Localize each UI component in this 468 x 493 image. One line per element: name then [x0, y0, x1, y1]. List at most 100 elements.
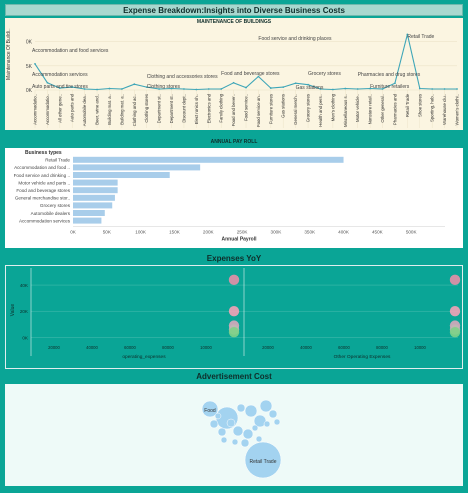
- yoy-xtick: 20000: [262, 345, 274, 350]
- adcost-bubble: [255, 435, 263, 443]
- maintenance-xtick: Men's clothing: [330, 93, 335, 121]
- maintenance-point: [158, 88, 161, 90]
- adcost-bubble: [244, 404, 258, 418]
- payroll-bar: [73, 156, 344, 163]
- payroll-category-label: Grocery stores: [40, 203, 71, 208]
- maintenance-annotation: Auto parts and tire stores: [32, 84, 88, 90]
- maintenance-point: [120, 88, 123, 90]
- payroll-category-label: Accommodation and food ..: [14, 165, 70, 170]
- payroll-xtick: 450K: [372, 229, 384, 234]
- maintenance-annotation: Retail Trade: [407, 34, 434, 40]
- maintenance-xtick: Department st..: [169, 94, 174, 123]
- payroll-panel[interactable]: Business types Retail Trade Accommodation …: [5, 148, 463, 248]
- yoy-ytick: 40K: [20, 283, 29, 288]
- yoy-point: [228, 326, 240, 338]
- yoy-chart: Value 40K 20K 0K 20000 40000 60000 80000 10000 20…: [10, 268, 461, 360]
- maintenance-xtick: Accommodatio..: [45, 94, 50, 125]
- maintenance-xtick: Building mat. a..: [119, 94, 124, 125]
- maintenance-point: [418, 87, 421, 90]
- payroll-bar: [73, 194, 115, 201]
- maintenance-xtick: Shoe stores: [417, 94, 422, 117]
- yoy-xtick: 40000: [86, 345, 98, 350]
- maintenance-point: [331, 88, 334, 91]
- payroll-xlabel: Annual Payroll: [221, 236, 257, 242]
- maintenance-point: [183, 88, 185, 90]
- maintenance-annotation: Pharmacies and drug stores: [358, 72, 421, 78]
- adcost-bubble: [268, 409, 278, 419]
- maintenance-xtick: Pharmacies and: [392, 93, 397, 125]
- maintenance-xtick: Retail Trade: [405, 93, 410, 117]
- maintenance-annotation: Food service and drinking places: [258, 36, 332, 42]
- adcost-bubble: [217, 427, 227, 437]
- maintenance-point: [34, 63, 36, 65]
- adcost-bubble: [242, 428, 254, 440]
- maintenance-annotation: Food and beverage stores: [221, 71, 280, 77]
- payroll-category-label: Automobile dealers: [31, 211, 71, 216]
- adcost-bubble: [236, 403, 246, 413]
- maintenance-annotation: Accommodation services: [32, 72, 88, 78]
- yoy-point: [449, 274, 461, 286]
- maintenance-xtick: Gas stations: [281, 94, 286, 118]
- maintenance-xtick: Building mat. a..: [107, 94, 112, 125]
- maintenance-point: [58, 87, 61, 89]
- maintenance-xtick: Sporting, hob..: [430, 94, 435, 122]
- payroll-xtick: 500K: [406, 229, 418, 234]
- adcost-title: Advertisement Cost: [196, 372, 272, 381]
- adcost-bubble: [231, 438, 239, 446]
- yoy-xtick: 80000: [376, 345, 388, 350]
- maintenance-xtick: Grocery stores: [306, 94, 311, 122]
- maintenance-point: [232, 81, 235, 84]
- payroll-xtick: 0K: [70, 229, 77, 234]
- yoy-panel[interactable]: Value 40K 20K 0K 20000 40000 60000 80000 10000 20…: [5, 265, 463, 369]
- adcost-bubble: [220, 436, 228, 444]
- maintenance-point: [195, 88, 198, 91]
- payroll-chart: Business types Retail Trade Accommodation …: [14, 150, 445, 242]
- payroll-ylabel: Business types: [25, 150, 62, 156]
- maintenance-xtick: Department st..: [157, 94, 162, 123]
- maintenance-annotation: Accommodation and food services: [32, 48, 109, 54]
- maintenance-xtick: Other general..: [380, 94, 385, 123]
- maintenance-point: [394, 82, 396, 85]
- payroll-bar: [73, 187, 118, 194]
- maintenance-point: [83, 88, 86, 90]
- maintenance-xtick: Furniture stores: [268, 94, 273, 124]
- payroll-category-label: Accommodation services: [19, 218, 71, 223]
- adcost-bubble: [226, 418, 236, 428]
- maintenance-point: [456, 88, 458, 90]
- maintenance-point: [71, 86, 74, 88]
- maintenance-point: [319, 88, 322, 90]
- maintenance-ytick: 5K: [26, 64, 33, 70]
- maintenance-point: [220, 88, 223, 90]
- yoy-point: [228, 274, 240, 286]
- payroll-xtick: 300K: [271, 229, 283, 234]
- maintenance-panel[interactable]: MAINTENANCE OF BUILDINGS Maintenance Of …: [5, 18, 463, 130]
- maintenance-xtick: Clothing and ac..: [132, 94, 137, 126]
- maintenance-point: [145, 86, 148, 88]
- payroll-category-label: Motor vehicle and parts ..: [18, 180, 70, 185]
- maintenance-point: [245, 86, 247, 89]
- adcost-bubble: [240, 438, 250, 448]
- adcost-bubble: [273, 418, 281, 426]
- payroll-xtick: 350K: [304, 229, 316, 234]
- maintenance-point: [356, 88, 359, 90]
- yoy-xtick: 20000: [48, 345, 60, 350]
- yoy-point: [228, 306, 240, 317]
- maintenance-xtick: Electronics and: [206, 93, 211, 123]
- maintenance-xtick: Nonstore retail..: [368, 94, 373, 124]
- maintenance-xtick: Clothing stores: [144, 94, 149, 123]
- payroll-xtick: 50K: [103, 229, 112, 234]
- maintenance-point: [381, 88, 384, 90]
- maintenance-xtick: Health and pers..: [318, 94, 323, 127]
- payroll-category-label: Food and beverage stores: [16, 188, 70, 193]
- maintenance-annotation: Gas stations: [296, 85, 324, 91]
- maintenance-xtick: Food service..: [244, 94, 249, 121]
- yoy-xtick: 80000: [162, 345, 174, 350]
- maintenance-point: [307, 83, 309, 86]
- maintenance-point: [170, 87, 173, 90]
- maintenance-ylabel: Maintenance Of Buildi..: [6, 28, 12, 80]
- yoy-xlabel: operating_expenses: [122, 354, 166, 360]
- adcost-label: Retail Trade: [250, 459, 277, 465]
- maintenance-xtick: Auto parts and: [70, 93, 75, 122]
- yoy-title: Expenses YoY: [206, 254, 262, 263]
- adcost-panel[interactable]: Food Retail Trade: [5, 384, 463, 486]
